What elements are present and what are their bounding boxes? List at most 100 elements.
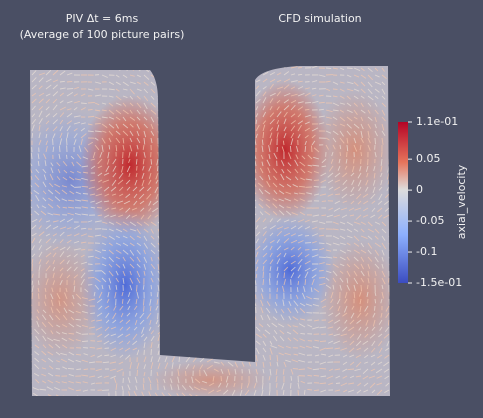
vector-stroke: [351, 179, 355, 186]
vector-stroke: [101, 123, 108, 128]
vector-stroke: [171, 116, 174, 122]
vector-stroke: [59, 259, 65, 265]
vector-stroke: [122, 102, 127, 107]
vector-stroke: [241, 66, 246, 69]
vector-stroke: [262, 97, 267, 104]
vector-stroke: [115, 235, 120, 239]
vector-stroke: [246, 174, 250, 181]
vector-stroke: [141, 172, 145, 179]
vector-stroke: [339, 228, 346, 231]
vector-stroke: [248, 326, 254, 330]
vector-stroke: [104, 354, 110, 357]
vector-stroke: [171, 242, 177, 248]
vector-stroke: [178, 123, 181, 129]
vector-stroke: [164, 362, 169, 370]
vector-stroke: [332, 102, 340, 107]
vector-stroke: [178, 102, 183, 109]
vector-stroke: [213, 224, 217, 230]
vector-stroke: [367, 130, 370, 138]
vector-stroke: [157, 165, 159, 172]
vector-stroke: [292, 325, 299, 328]
vector-stroke: [150, 95, 155, 100]
vector-stroke: [163, 305, 166, 313]
vector-stroke: [311, 397, 312, 404]
vector-stroke: [87, 108, 93, 111]
vector-stroke: [262, 78, 268, 83]
vector-stroke: [203, 369, 208, 377]
vector-stroke: [150, 249, 156, 255]
vector-stroke: [353, 123, 360, 129]
vector-stroke: [126, 186, 131, 191]
vector-stroke: [312, 368, 320, 371]
vector-stroke: [185, 277, 189, 285]
vector-stroke: [355, 361, 362, 368]
vector-stroke: [388, 109, 390, 116]
vector-stroke: [325, 80, 331, 83]
vector-stroke: [171, 303, 177, 307]
vector-stroke: [115, 256, 120, 260]
vector-stroke: [381, 228, 387, 234]
vector-stroke: [163, 158, 166, 166]
vector-stroke: [355, 375, 362, 378]
vector-stroke: [168, 207, 173, 213]
vector-stroke: [31, 77, 37, 83]
vector-stroke: [364, 326, 369, 332]
vector-stroke: [248, 368, 251, 374]
vector-stroke: [299, 318, 306, 321]
vector-stroke: [45, 145, 48, 153]
vector-stroke: [290, 368, 294, 375]
vector-stroke: [234, 215, 239, 223]
vector-stroke: [150, 221, 157, 227]
vector-stroke: [68, 322, 75, 328]
vector-stroke: [346, 109, 353, 113]
vector-stroke: [286, 206, 292, 209]
vector-stroke: [227, 244, 230, 251]
vector-stroke: [339, 116, 346, 122]
vector-stroke: [364, 333, 369, 338]
vector-stroke: [118, 340, 124, 344]
vector-stroke: [241, 83, 246, 90]
vector-stroke: [142, 383, 145, 391]
vector-stroke: [87, 88, 94, 91]
vector-stroke: [90, 158, 96, 161]
vector-stroke: [150, 330, 155, 335]
vector-stroke: [381, 137, 384, 145]
vector-stroke: [45, 133, 48, 139]
vector-stroke: [248, 66, 255, 69]
vector-stroke: [283, 105, 290, 111]
vector-stroke: [59, 218, 65, 223]
vector-field: [30, 66, 390, 404]
vector-stroke: [36, 309, 40, 314]
vector-stroke: [98, 291, 103, 299]
vector-stroke: [36, 316, 40, 321]
vector-stroke: [292, 184, 299, 188]
vector-stroke: [269, 98, 274, 104]
vector-stroke: [298, 323, 306, 328]
vector-stroke: [360, 109, 366, 114]
field-patch: [240, 80, 330, 220]
vector-stroke: [227, 340, 232, 345]
vector-stroke: [219, 130, 222, 139]
vector-stroke: [300, 205, 306, 209]
vector-stroke: [388, 95, 390, 102]
vector-stroke: [35, 335, 40, 342]
vector-stroke: [52, 69, 59, 76]
vector-stroke: [255, 397, 256, 403]
vector-stroke: [365, 312, 369, 317]
vector-stroke: [38, 77, 44, 83]
vector-stroke: [381, 67, 385, 72]
vector-stroke: [185, 228, 190, 233]
vector-stroke: [122, 123, 129, 129]
vector-stroke: [363, 382, 369, 387]
vector-stroke: [388, 102, 390, 107]
vector-stroke: [143, 270, 146, 276]
vector-stroke: [255, 217, 261, 223]
vector-stroke: [234, 118, 238, 125]
vector-stroke: [171, 323, 177, 328]
vector-stroke: [108, 144, 111, 150]
vector-stroke: [213, 110, 216, 118]
vector-stroke: [351, 305, 355, 310]
vector-stroke: [192, 344, 198, 349]
vector-stroke: [374, 291, 377, 297]
vector-stroke: [384, 354, 390, 359]
